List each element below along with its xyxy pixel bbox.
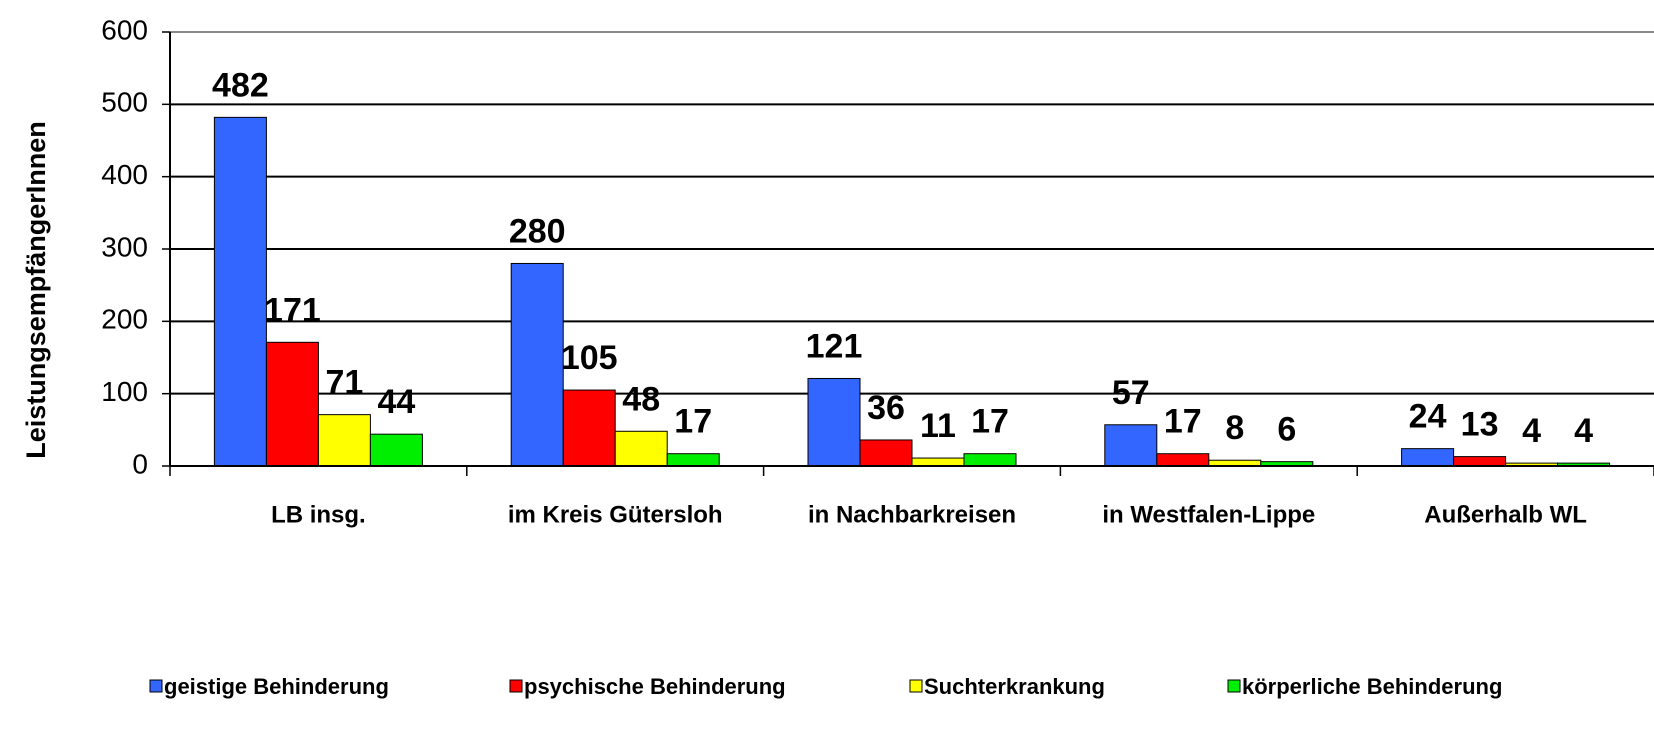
y-tick-label: 300 xyxy=(101,231,148,262)
legend-label: Suchterkrankung xyxy=(924,674,1105,699)
y-tick-label: 400 xyxy=(101,159,148,190)
value-label: 121 xyxy=(806,327,863,365)
y-tick-label: 100 xyxy=(101,376,148,407)
value-label: 171 xyxy=(264,291,321,329)
bar xyxy=(213,116,267,467)
bar xyxy=(1104,424,1158,467)
bar xyxy=(1453,456,1507,467)
value-label: 17 xyxy=(1164,403,1202,441)
value-label: 482 xyxy=(212,66,269,104)
legend-label: psychische Behinderung xyxy=(524,674,786,699)
x-tick-label: in Nachbarkreisen xyxy=(808,501,1016,528)
bar xyxy=(666,453,720,467)
bar xyxy=(614,430,668,467)
bar xyxy=(859,439,913,467)
value-label: 8 xyxy=(1225,409,1244,447)
value-label: 13 xyxy=(1461,406,1499,444)
value-label: 36 xyxy=(867,389,905,427)
legend-label: körperliche Behinderung xyxy=(1242,674,1502,699)
bar xyxy=(510,262,564,467)
bar xyxy=(807,377,861,467)
bar xyxy=(317,414,371,467)
y-tick-label: 500 xyxy=(101,87,148,118)
value-label: 105 xyxy=(561,339,618,377)
legend-label: geistige Behinderung xyxy=(164,674,389,699)
value-label: 17 xyxy=(971,403,1009,441)
value-label: 11 xyxy=(920,407,956,445)
value-label: 24 xyxy=(1409,398,1447,436)
bar xyxy=(562,389,616,467)
value-label: 48 xyxy=(622,380,660,418)
bar xyxy=(265,341,319,467)
x-tick-label: im Kreis Gütersloh xyxy=(508,501,723,528)
value-label: 71 xyxy=(325,364,363,402)
x-tick-label: in Westfalen-Lippe xyxy=(1102,501,1315,528)
legend-swatch xyxy=(909,679,923,693)
y-tick-label: 600 xyxy=(101,14,148,45)
bar xyxy=(963,453,1017,467)
y-tick-label: 200 xyxy=(101,304,148,335)
bar xyxy=(911,457,965,467)
legend-swatch xyxy=(1227,679,1241,693)
bar xyxy=(369,433,423,467)
value-label: 6 xyxy=(1277,411,1296,449)
y-axis-title: LeistungsempfängerInnen xyxy=(21,121,51,459)
x-tick-label: Außerhalb WL xyxy=(1424,501,1587,528)
value-label: 44 xyxy=(377,383,415,421)
value-label: 4 xyxy=(1574,412,1593,450)
value-label: 280 xyxy=(509,212,566,250)
legend-swatch xyxy=(149,679,163,693)
value-label: 4 xyxy=(1522,412,1541,450)
x-tick-label: LB insg. xyxy=(271,501,366,528)
y-tick-label: 0 xyxy=(132,448,148,479)
bar xyxy=(1401,448,1455,467)
value-label: 17 xyxy=(674,403,712,441)
value-label: 57 xyxy=(1112,374,1150,412)
bar xyxy=(1156,453,1210,467)
legend-swatch xyxy=(509,679,523,693)
